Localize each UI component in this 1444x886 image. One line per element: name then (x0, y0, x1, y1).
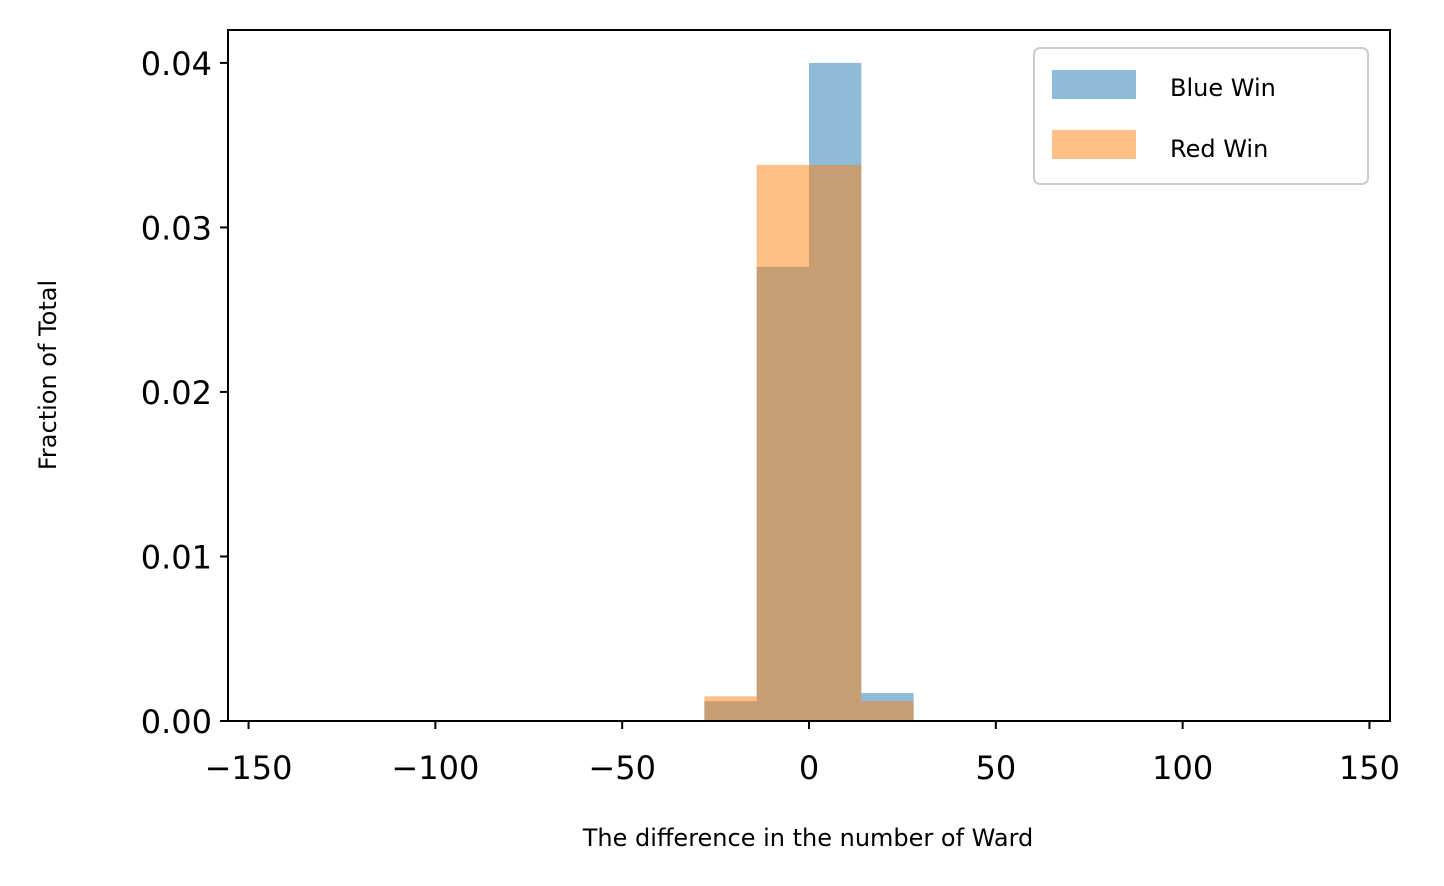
bars-layer (704, 62, 914, 721)
legend-box (1033, 47, 1369, 185)
legend-label-blue-win: Blue Win (1170, 74, 1276, 102)
plot-frame (227, 29, 1391, 722)
y-tick-label: 0.00 (141, 703, 212, 741)
legend: Blue Win Red Win (1033, 47, 1369, 185)
y-axis-label: Fraction of Total (34, 280, 62, 470)
x-tick-label: −50 (588, 749, 656, 787)
x-tick-label: 100 (1152, 749, 1213, 787)
legend-swatch-red-win (1052, 130, 1136, 159)
x-tick-label: 0 (799, 749, 819, 787)
bar-red-win-2 (809, 164, 862, 721)
y-tick-label: 0.01 (141, 538, 212, 576)
x-tick-label: −150 (205, 749, 293, 787)
x-axis-label: The difference in the number of Ward (582, 824, 1034, 852)
y-tick-label: 0.03 (141, 209, 212, 247)
x-tick-label: 150 (1339, 749, 1400, 787)
y-axis-ticks: 0.00 0.01 0.02 0.03 0.04 (141, 45, 228, 741)
y-tick-label: 0.04 (141, 45, 212, 83)
y-tick-label: 0.02 (141, 374, 212, 412)
x-tick-label: 50 (975, 749, 1016, 787)
x-axis-ticks: −150 −100 −50 0 50 100 150 (205, 721, 1400, 787)
bar-red-win-3 (861, 701, 914, 721)
legend-swatch-blue-win (1052, 70, 1136, 99)
bar-red-win-0 (704, 696, 757, 721)
bar-red-win-1 (756, 164, 809, 721)
legend-label-red-win: Red Win (1170, 135, 1268, 163)
x-tick-label: −100 (391, 749, 479, 787)
